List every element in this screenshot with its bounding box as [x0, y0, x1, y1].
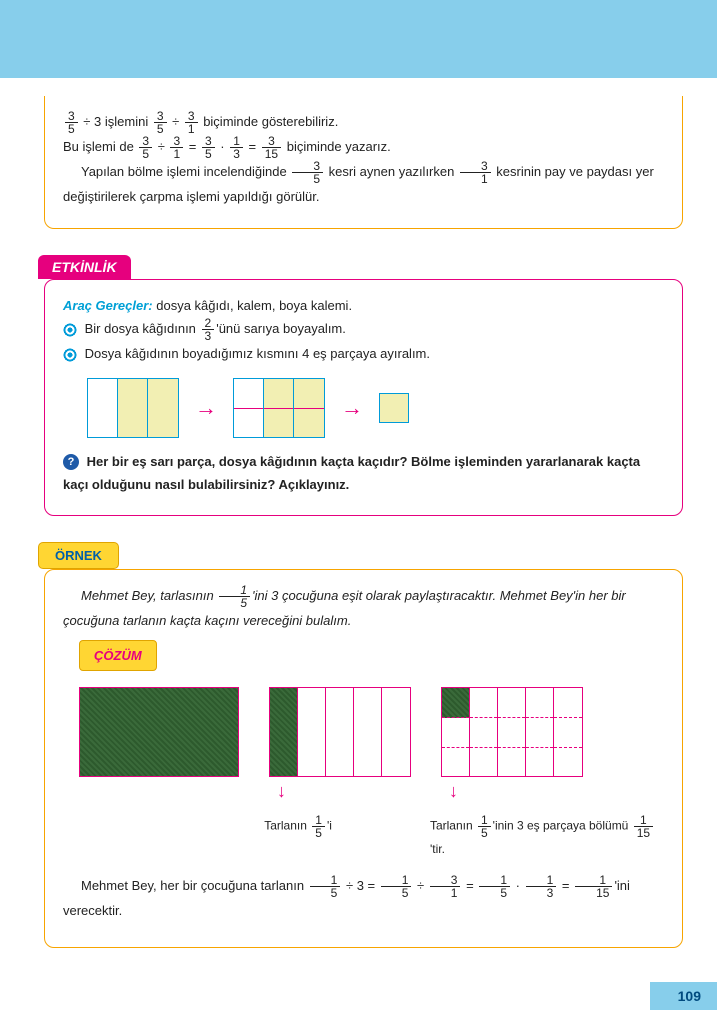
- intro-box: 35 ÷ 3 işlemini 35 ÷ 31 biçiminde göster…: [44, 96, 683, 229]
- etkinlik-box: Araç Gereçler: dosya kâğıdı, kalem, boya…: [44, 279, 683, 516]
- diagram-split: [233, 378, 325, 438]
- field-whole: [79, 687, 239, 777]
- diagram-unit: [379, 393, 409, 423]
- intro-line2: Bu işlemi de 35 ÷ 31 = 35 · 13 = 315 biç…: [63, 135, 664, 160]
- intro-line3: Yapılan bölme işlemi incelendiğinde 35 k…: [63, 160, 664, 210]
- ornek-header: ÖRNEK: [38, 542, 119, 569]
- page-header-bar: [0, 0, 717, 78]
- etkinlik-header: ETKİNLİK: [38, 255, 131, 279]
- down-arrow-icon: ↓: [449, 775, 583, 807]
- bullseye-icon: [63, 323, 77, 337]
- cozum-header: ÇÖZÜM: [79, 640, 157, 671]
- etk-bullet2: Dosya kâğıdının boyadığımız kısmını 4 eş…: [63, 342, 664, 365]
- field-fifteenth-wrap: ↓: [441, 687, 583, 809]
- ornek-final: Mehmet Bey, her bir çocuğuna tarlanın 15…: [63, 874, 664, 922]
- field-fifths: [269, 687, 411, 777]
- diagram-thirds: [87, 378, 179, 438]
- arrow-icon: →: [341, 388, 363, 428]
- arrow-icon: →: [195, 388, 217, 428]
- field-captions: Tarlanın 15'i Tarlanın 15'inin 3 eş parç…: [79, 814, 664, 861]
- arac-gerecler: Araç Gereçler: dosya kâğıdı, kalem, boya…: [63, 294, 664, 317]
- etk-bullet1: Bir dosya kâğıdının 23'ünü sarıya boyaya…: [63, 317, 664, 342]
- ornek-section: ÖRNEK Mehmet Bey, tarlasının 15'ini 3 ço…: [44, 542, 683, 948]
- caption-fifteenth: Tarlanın 15'inin 3 eş parçaya bölümü 115…: [430, 814, 664, 861]
- bullseye-icon: [63, 348, 77, 362]
- etkinlik-section: ETKİNLİK Araç Gereçler: dosya kâğıdı, ka…: [44, 255, 683, 516]
- etk-question: ? Her bir eş sarı parça, dosya kâğıdının…: [63, 450, 664, 497]
- page-number: 109: [650, 982, 717, 1010]
- down-arrow-icon: ↓: [277, 775, 411, 807]
- ornek-problem: Mehmet Bey, tarlasının 15'ini 3 çocuğuna…: [63, 584, 664, 632]
- field-fifteenths: [441, 687, 583, 777]
- field-fifth-wrap: ↓: [269, 687, 411, 809]
- ornek-box: Mehmet Bey, tarlasının 15'ini 3 çocuğuna…: [44, 569, 683, 948]
- etk-diagrams: → →: [87, 378, 664, 438]
- intro-line1: 35 ÷ 3 işlemini 35 ÷ 31 biçiminde göster…: [63, 110, 664, 135]
- field-diagrams: ↓ ↓: [79, 687, 664, 809]
- question-icon: ?: [63, 454, 79, 470]
- caption-fifth: Tarlanın 15'i: [264, 814, 430, 861]
- page-content: 35 ÷ 3 işlemini 35 ÷ 31 biçiminde göster…: [0, 78, 717, 948]
